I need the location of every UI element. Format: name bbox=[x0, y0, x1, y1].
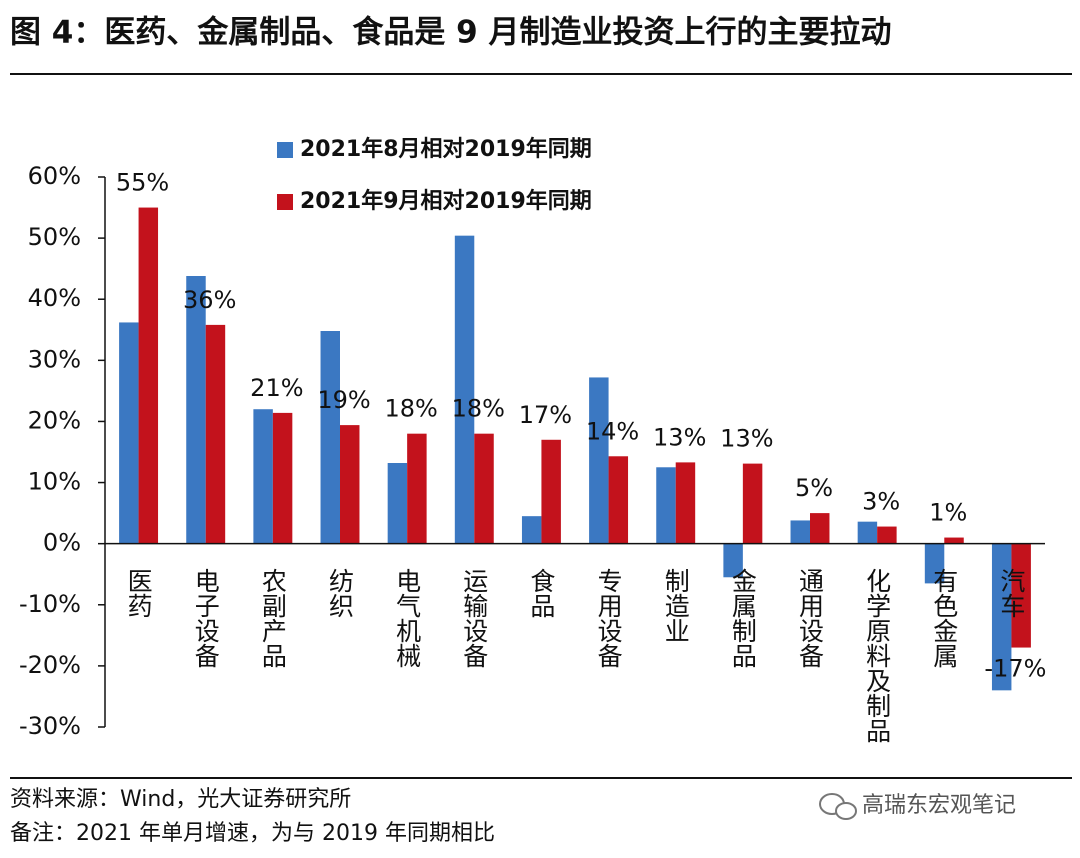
data-label: 3% bbox=[862, 488, 900, 516]
bar bbox=[272, 412, 293, 544]
data-label: 36% bbox=[183, 286, 236, 314]
x-tick-label: 纺织 bbox=[326, 568, 355, 618]
data-label: 21% bbox=[250, 374, 303, 402]
y-tick-label: -30% bbox=[19, 712, 81, 740]
x-tick-label: 专用设备 bbox=[594, 568, 623, 668]
bar bbox=[138, 207, 159, 544]
legend-swatch bbox=[277, 194, 293, 210]
bar bbox=[810, 513, 830, 544]
bar bbox=[474, 433, 494, 544]
data-label: 14% bbox=[586, 417, 639, 445]
x-tick-label: 有色金属 bbox=[930, 568, 959, 668]
y-tick-label: 60% bbox=[28, 162, 81, 190]
y-tick-label: 40% bbox=[28, 284, 81, 312]
bar bbox=[454, 235, 475, 544]
data-label: 5% bbox=[795, 474, 833, 502]
bar bbox=[407, 433, 427, 544]
bar bbox=[742, 463, 763, 544]
bar bbox=[723, 543, 743, 578]
chart-title: 图 4：医药、金属制品、食品是 9 月制造业投资上行的主要拉动 bbox=[10, 15, 892, 51]
x-tick-label: 运输设备 bbox=[460, 568, 489, 668]
legend-label: 2021年9月相对2019年同期 bbox=[300, 188, 592, 214]
note: 备注：2021 年单月增速，为与 2019 年同期相比 bbox=[10, 821, 495, 846]
x-tick-label: 食品 bbox=[527, 568, 556, 618]
y-tick-label: 0% bbox=[43, 529, 81, 557]
bar bbox=[186, 276, 206, 544]
x-tick-label: 医药 bbox=[124, 568, 153, 618]
x-tick-label: 汽车 bbox=[997, 568, 1026, 618]
bar bbox=[675, 462, 696, 544]
watermark-icon bbox=[819, 793, 857, 820]
bar bbox=[205, 324, 226, 544]
bar bbox=[340, 425, 360, 544]
data-label: 17% bbox=[519, 401, 572, 429]
bar bbox=[1011, 543, 1031, 648]
bar bbox=[320, 331, 340, 544]
bar bbox=[944, 537, 964, 544]
y-tick-label: 20% bbox=[28, 406, 81, 434]
data-label: 55% bbox=[116, 169, 169, 197]
x-tick-label: 化学原料及制品 bbox=[863, 568, 892, 743]
data-label: 18% bbox=[452, 395, 505, 423]
bar bbox=[589, 377, 609, 544]
y-tick-label: 30% bbox=[28, 345, 81, 373]
x-tick-label: 农副产品 bbox=[258, 568, 287, 668]
bar bbox=[857, 521, 878, 544]
data-label: -17% bbox=[984, 655, 1046, 683]
x-tick-label: 金属制品 bbox=[728, 568, 757, 668]
legend-label: 2021年8月相对2019年同期 bbox=[300, 136, 592, 162]
watermark: 高瑞东宏观笔记 bbox=[862, 793, 1016, 818]
x-tick-label: 电子设备 bbox=[191, 568, 220, 668]
bar bbox=[924, 543, 945, 584]
bar bbox=[521, 516, 542, 544]
data-label: 13% bbox=[653, 423, 706, 451]
data-label: 13% bbox=[720, 425, 773, 453]
data-label: 1% bbox=[929, 499, 967, 527]
source: 资料来源：Wind，光大证券研究所 bbox=[10, 787, 351, 812]
x-tick-label: 制造业 bbox=[661, 568, 690, 643]
bar bbox=[656, 467, 676, 544]
data-label: 18% bbox=[384, 395, 437, 423]
x-tick-label: 通用设备 bbox=[796, 568, 825, 668]
x-tick-label: 电气机械 bbox=[393, 568, 422, 668]
bar bbox=[119, 322, 139, 544]
bar bbox=[877, 526, 897, 544]
y-tick-label: -10% bbox=[19, 590, 81, 618]
bar bbox=[790, 520, 810, 544]
bar bbox=[991, 543, 1012, 691]
legend-swatch bbox=[277, 142, 293, 158]
bar bbox=[387, 463, 408, 544]
bar bbox=[608, 456, 629, 544]
bar bbox=[541, 439, 561, 544]
bar bbox=[253, 409, 273, 544]
y-tick-label: 10% bbox=[28, 468, 81, 496]
y-tick-label: 50% bbox=[28, 223, 81, 251]
data-label: 19% bbox=[317, 386, 370, 414]
y-tick-label: -20% bbox=[19, 651, 81, 679]
